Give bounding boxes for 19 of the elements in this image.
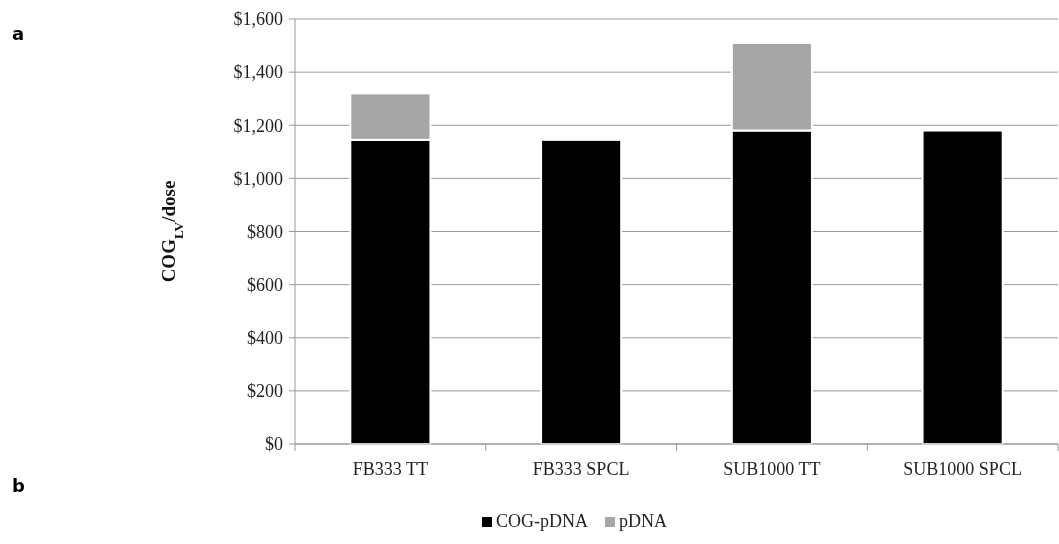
y-tick-label: $1,600 xyxy=(233,9,283,30)
y-tick-label: $1,000 xyxy=(233,168,283,189)
y-tick-label: $800 xyxy=(247,221,283,242)
x-tick-label: FB333 SPCL xyxy=(532,459,630,479)
y-tick-label: $1,400 xyxy=(233,62,283,83)
y-tick-label: $600 xyxy=(247,274,283,295)
x-tick-label: SUB1000 SPCL xyxy=(903,459,1022,479)
legend-label: COG-pDNA xyxy=(496,511,588,531)
y-tick-label: $200 xyxy=(247,381,283,402)
y-tick-label: $1,200 xyxy=(233,115,283,136)
y-tick-label: $400 xyxy=(247,328,283,349)
legend-label: pDNA xyxy=(619,511,667,531)
x-tick-label: FB333 TT xyxy=(352,459,428,479)
bar xyxy=(540,138,623,445)
y-tick-label: $0 xyxy=(265,434,283,455)
x-tick-label: SUB1000 TT xyxy=(723,459,821,479)
bar xyxy=(921,129,1004,445)
text: a xyxy=(12,23,25,44)
text: b xyxy=(12,475,25,496)
